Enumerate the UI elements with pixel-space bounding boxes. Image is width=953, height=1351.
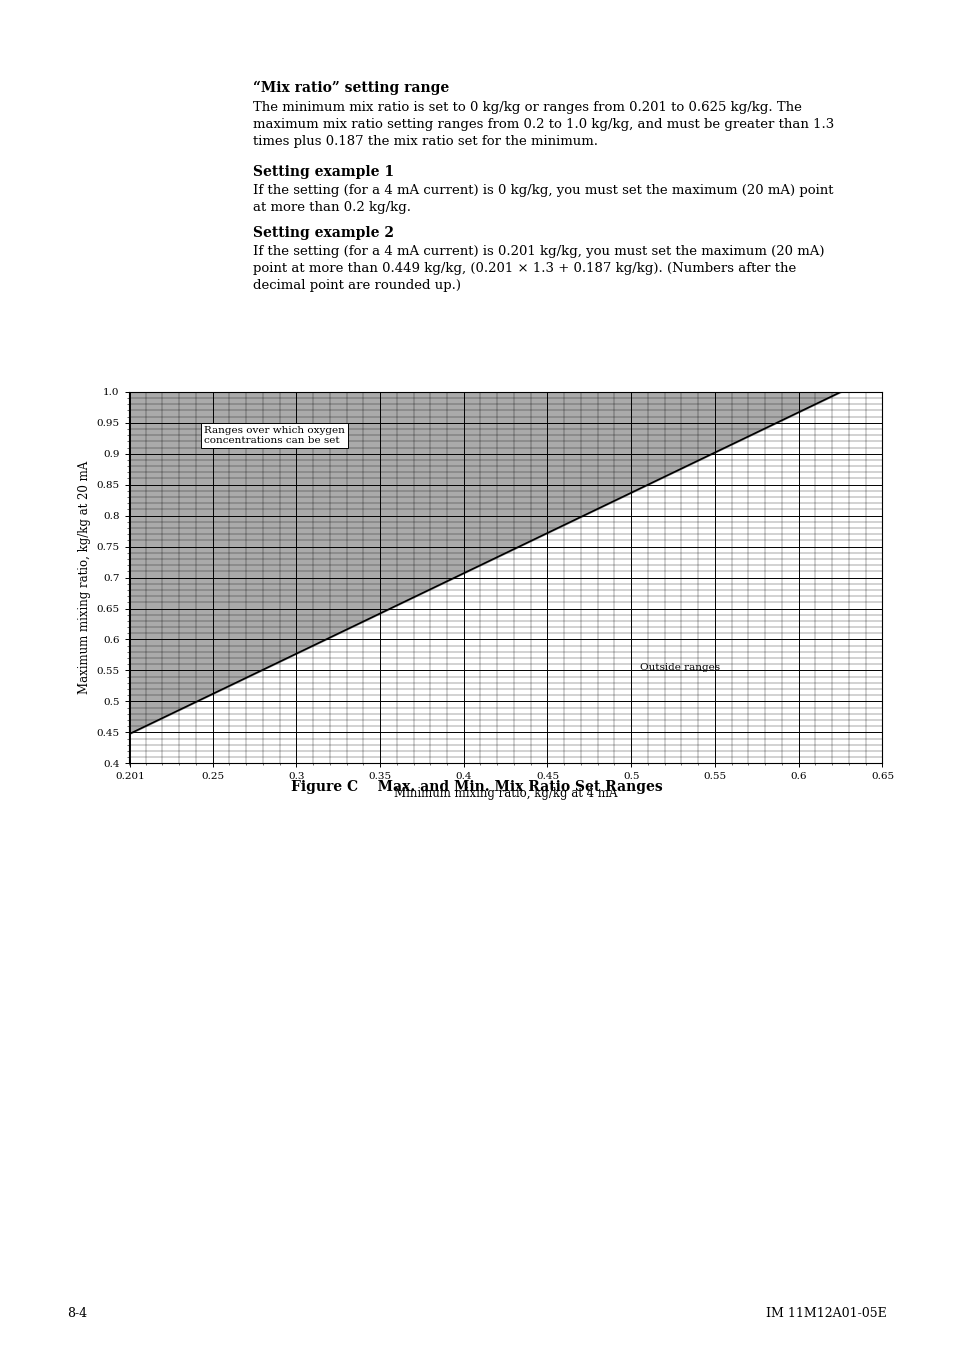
Text: IM 11M12A01-05E: IM 11M12A01-05E (765, 1306, 886, 1320)
X-axis label: Minimum mixing ratio, kg/kg at 4 mA: Minimum mixing ratio, kg/kg at 4 mA (394, 786, 617, 800)
Text: If the setting (for a 4 mA current) is 0 kg/kg, you must set the maximum (20 mA): If the setting (for a 4 mA current) is 0… (253, 184, 832, 213)
Text: 8-4: 8-4 (67, 1306, 87, 1320)
Text: “Mix ratio” setting range: “Mix ratio” setting range (253, 81, 449, 96)
Text: Setting example 2: Setting example 2 (253, 226, 394, 239)
Y-axis label: Maximum mixing ratio, kg/kg at 20 mA: Maximum mixing ratio, kg/kg at 20 mA (78, 461, 91, 694)
Text: Outside ranges: Outside ranges (639, 663, 719, 671)
Text: Setting example 1: Setting example 1 (253, 165, 394, 178)
Text: Figure C    Max. and Min. Mix Ratio Set Ranges: Figure C Max. and Min. Mix Ratio Set Ran… (291, 780, 662, 793)
Text: If the setting (for a 4 mA current) is 0.201 kg/kg, you must set the maximum (20: If the setting (for a 4 mA current) is 0… (253, 245, 823, 292)
Text: The minimum mix ratio is set to 0 kg/kg or ranges from 0.201 to 0.625 kg/kg. The: The minimum mix ratio is set to 0 kg/kg … (253, 101, 833, 149)
Text: Ranges over which oxygen
concentrations can be set: Ranges over which oxygen concentrations … (204, 426, 345, 446)
